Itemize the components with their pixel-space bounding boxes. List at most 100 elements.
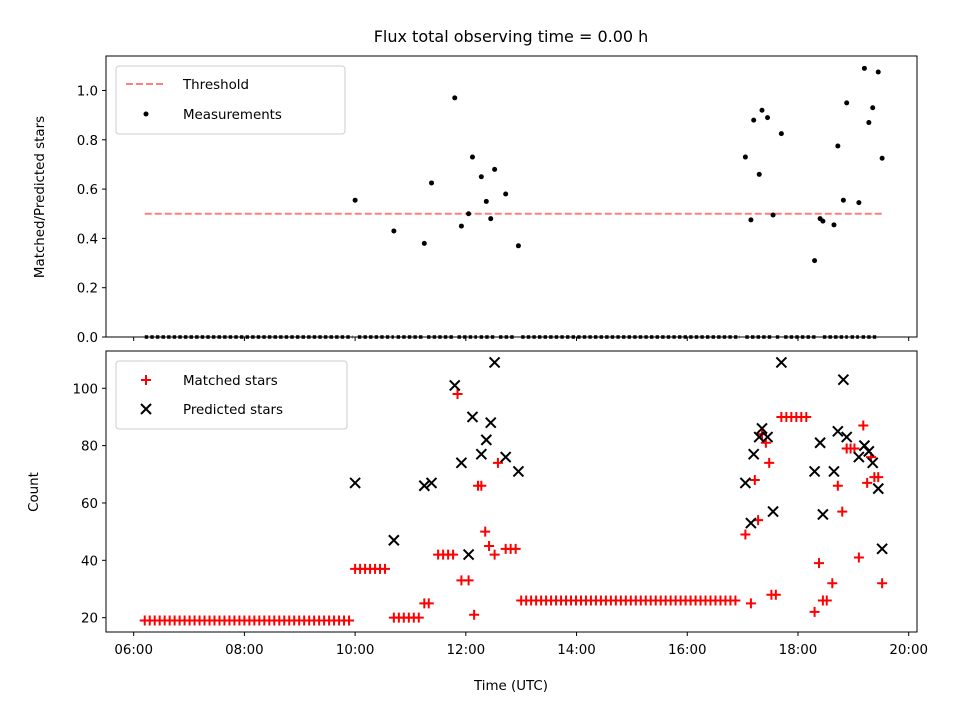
matched-star-point	[877, 578, 888, 589]
legend-predicted-label: Predicted stars	[183, 403, 283, 418]
measurement-point	[765, 115, 771, 121]
matched-star-point	[423, 598, 434, 609]
x-tick-label: 10:00	[336, 643, 375, 658]
matched-star-point	[344, 615, 355, 626]
predicted-star-point	[388, 534, 400, 546]
predicted-star-point	[425, 477, 438, 489]
matched-star-point	[764, 457, 775, 468]
measurement-point	[759, 107, 765, 113]
measurement-point	[492, 166, 498, 172]
top-axes-frame	[105, 55, 918, 338]
measurement-point	[875, 69, 881, 75]
matched-star-point	[510, 543, 521, 554]
x-tick-label: 08:00	[225, 643, 264, 658]
measurement-point	[421, 240, 427, 246]
predicted-star-point	[867, 457, 879, 469]
matched-star-point	[801, 411, 812, 422]
measurement-point	[840, 197, 846, 203]
y-tick-label: 20	[81, 612, 98, 627]
x-tick-label: 12:00	[447, 643, 486, 658]
measurement-point	[466, 211, 472, 217]
measurement-point	[458, 223, 464, 229]
measurement-point	[861, 65, 867, 71]
matched-star-point	[730, 595, 741, 606]
predicted-star-point	[761, 431, 774, 443]
predicted-star-point	[832, 425, 844, 437]
predicted-star-point	[767, 505, 779, 518]
matched-star-point	[837, 506, 848, 517]
y-tick-label: 0.0	[77, 331, 98, 346]
y-tick-label: 100	[72, 382, 98, 397]
bottom-x-ticks: 06:00 08:00 10:00 12:00 14:00 16:00 18:00 20:00	[114, 632, 928, 658]
legend-matched-swatch	[141, 375, 151, 385]
matched-star-point	[380, 563, 391, 574]
matched-star-point	[749, 475, 760, 486]
predicted-star-point	[499, 451, 512, 463]
matched-star-point	[740, 529, 751, 540]
measurement-point	[742, 154, 748, 160]
measurement-point	[429, 180, 435, 186]
predicted-star-point	[475, 448, 488, 460]
matched-star-point	[873, 472, 884, 483]
matched-star-point	[476, 480, 487, 491]
predicted-star-point	[840, 431, 853, 443]
matched-star-point	[463, 575, 474, 586]
y-tick-label: 60	[81, 497, 98, 512]
predicted-star-point	[837, 373, 850, 386]
legend-predicted-swatch	[140, 403, 152, 415]
predicted-star-point	[462, 548, 475, 561]
bottom-axes-frame	[105, 350, 918, 633]
measurement-point	[812, 258, 818, 264]
predicted-star-point	[739, 477, 752, 489]
matched-star-point	[862, 477, 873, 488]
matched-star-point	[832, 480, 843, 491]
measurement-point	[844, 100, 850, 106]
y-tick-label: 40	[81, 554, 98, 569]
matched-star-point	[452, 389, 463, 400]
x-tick-label: 06:00	[114, 643, 153, 658]
measurement-point	[478, 174, 484, 180]
predicted-star-point	[349, 477, 361, 489]
matched-star-point	[489, 549, 500, 560]
matched-star-point	[821, 595, 832, 606]
measurement-point	[352, 197, 358, 203]
x-tick-label: 14:00	[557, 643, 596, 658]
predicted-star-point	[853, 451, 865, 463]
x-tick-label: 16:00	[668, 643, 707, 658]
predicted-star-point	[745, 517, 757, 529]
matched-star-point	[770, 589, 781, 600]
matched-star-point	[484, 540, 495, 551]
legend-threshold-label: Threshold	[182, 78, 249, 93]
matched-star-point	[853, 552, 864, 563]
y-tick-label: 0.4	[77, 232, 98, 247]
measurement-points	[352, 65, 885, 264]
predicted-star-point	[817, 508, 829, 521]
y-tick-label: 80	[81, 440, 98, 455]
y-tick-label: 0.6	[77, 183, 98, 198]
y-tick-label: 1.0	[77, 85, 98, 100]
predicted-star-point	[753, 431, 765, 443]
measurement-point	[515, 243, 521, 249]
measurement-point	[488, 216, 494, 222]
measurement-point	[751, 117, 757, 123]
predicted-star-point	[814, 437, 826, 449]
matched-stars-points	[139, 389, 888, 626]
measurement-point	[756, 171, 762, 177]
y-tick-label: 0.2	[77, 282, 98, 297]
legend-measurements-swatch	[143, 111, 149, 117]
measurement-point	[866, 120, 872, 126]
top-y-ticks: 0.0 0.2 0.4 0.6 0.8 1.0	[77, 85, 106, 346]
predicted-star-point	[747, 448, 760, 460]
matched-star-point	[448, 549, 459, 560]
predicted-stars-points	[349, 356, 888, 561]
bottom-y-ticks: 20 40 60 80 100	[72, 382, 106, 627]
predicted-star-point	[876, 543, 888, 555]
bottom-legend-box	[115, 360, 348, 430]
measurement-point	[452, 95, 458, 101]
matched-star-point	[814, 558, 825, 569]
predicted-star-point	[418, 480, 431, 492]
predicted-star-point	[872, 482, 884, 495]
matched-star-point	[480, 526, 491, 537]
top-legend-box	[115, 65, 346, 135]
